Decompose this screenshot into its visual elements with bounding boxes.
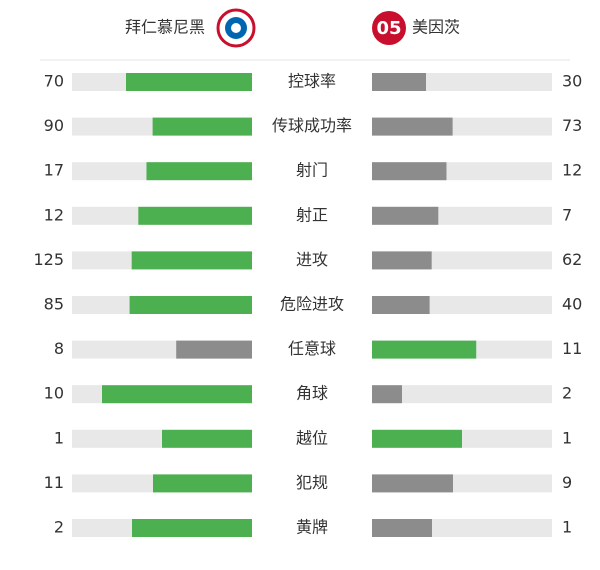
home-bar bbox=[132, 519, 252, 537]
away-value: 40 bbox=[562, 295, 582, 314]
stat-label: 黄牌 bbox=[296, 518, 328, 537]
away-value: 30 bbox=[562, 72, 582, 91]
home-bar bbox=[126, 73, 252, 91]
away-value: 73 bbox=[562, 116, 582, 135]
away-value: 11 bbox=[562, 339, 582, 358]
home-bar bbox=[152, 117, 252, 136]
stat-label: 角球 bbox=[296, 384, 328, 403]
away-value: 62 bbox=[562, 250, 582, 269]
away-value: 2 bbox=[562, 384, 572, 403]
away-bar bbox=[372, 162, 447, 181]
home-value: 2 bbox=[54, 518, 64, 537]
away-value: 1 bbox=[562, 518, 572, 537]
away-bar bbox=[372, 296, 430, 314]
home-value: 85 bbox=[44, 295, 64, 314]
stat-label: 射正 bbox=[296, 205, 328, 224]
stat-label: 进攻 bbox=[296, 250, 328, 269]
home-value: 8 bbox=[54, 339, 64, 358]
away-bar bbox=[372, 385, 402, 404]
home-value: 12 bbox=[44, 205, 64, 224]
home-bar bbox=[153, 474, 252, 493]
home-value: 10 bbox=[44, 384, 64, 403]
away-value: 1 bbox=[562, 428, 572, 447]
home-logo bbox=[216, 8, 256, 48]
home-value: 17 bbox=[44, 161, 64, 180]
away-bar bbox=[372, 429, 462, 448]
stat-label: 传球成功率 bbox=[272, 116, 352, 135]
stat-label: 危险进攻 bbox=[280, 295, 344, 314]
home-bar bbox=[162, 429, 252, 448]
away-value: 7 bbox=[562, 205, 572, 224]
svg-text:05: 05 bbox=[376, 18, 401, 39]
away-bar bbox=[372, 519, 432, 537]
stat-label: 犯规 bbox=[296, 473, 328, 492]
away-value: 12 bbox=[562, 161, 582, 180]
home-value: 90 bbox=[44, 116, 64, 135]
stat-label: 射门 bbox=[296, 161, 328, 180]
away-logo: 05 bbox=[372, 11, 406, 45]
away-value: 9 bbox=[562, 473, 572, 492]
away-bar bbox=[372, 117, 453, 136]
home-bar bbox=[146, 162, 252, 181]
home-bar bbox=[129, 296, 252, 314]
away-bar bbox=[372, 73, 426, 91]
away-bar bbox=[372, 251, 432, 270]
away-bar bbox=[372, 474, 453, 493]
stat-label: 任意球 bbox=[288, 339, 336, 358]
home-team: 拜仁慕尼黑 bbox=[125, 18, 205, 37]
away-bar bbox=[372, 340, 477, 359]
home-value: 11 bbox=[44, 473, 64, 492]
home-bar bbox=[131, 251, 252, 270]
home-bar bbox=[102, 385, 252, 404]
stat-label: 越位 bbox=[296, 428, 328, 447]
home-value: 125 bbox=[33, 250, 64, 269]
home-value: 70 bbox=[44, 72, 64, 91]
away-team: 美因茨 bbox=[412, 18, 460, 37]
home-bar bbox=[138, 206, 252, 225]
stat-label: 控球率 bbox=[288, 72, 336, 91]
away-track bbox=[372, 385, 552, 404]
home-value: 1 bbox=[54, 428, 64, 447]
home-bar bbox=[176, 340, 252, 359]
away-bar bbox=[372, 206, 439, 225]
